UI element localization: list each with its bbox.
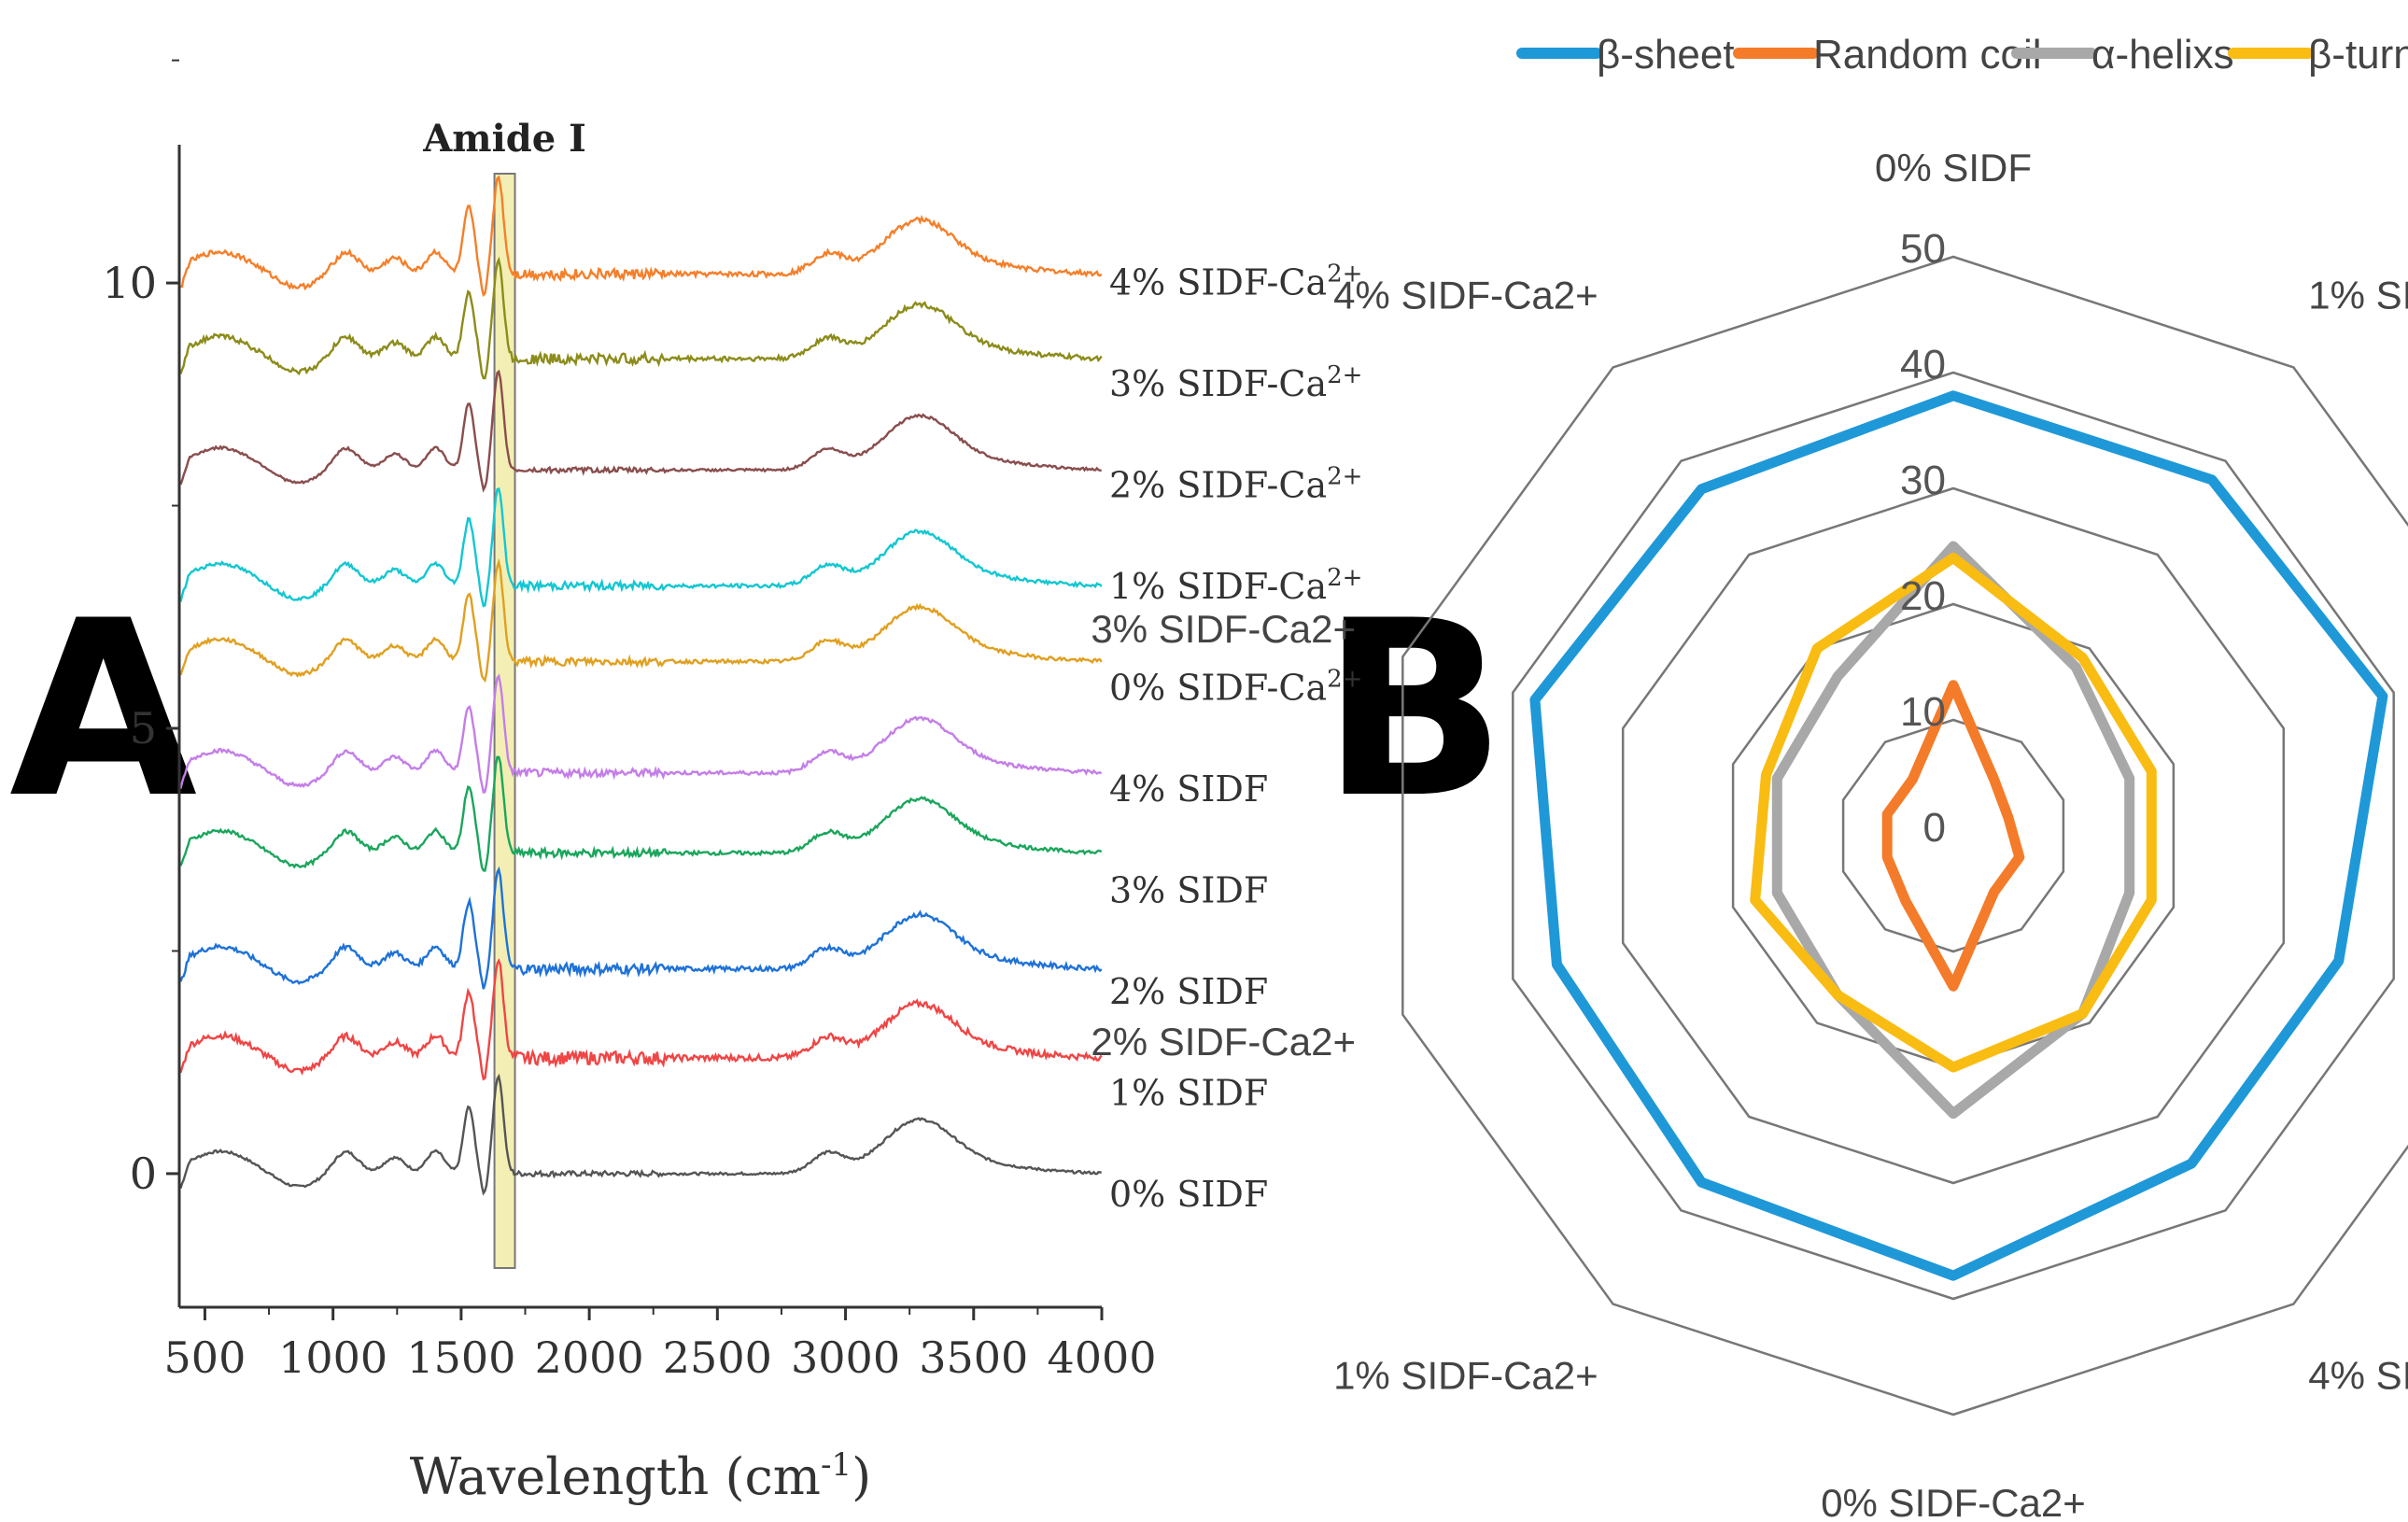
- radar-category-labels: 0% SIDF 1% SIDF 2% SIDF 3% SIDF 4% SIDF 0% SI…: [1091, 146, 2408, 1522]
- radar-category-label: 0% SIDF: [1875, 146, 2032, 190]
- y-tick-label: 5: [130, 703, 157, 754]
- radar-category-label: 0% SIDF-Ca2+: [1821, 1481, 2086, 1522]
- radar-category-label: 4% SIDF-Ca2+: [1333, 274, 1598, 317]
- radar-ring: [1512, 371, 2395, 1301]
- spectra-series-group: [179, 175, 1103, 1196]
- radar-grid: [1401, 255, 2408, 1416]
- radar-category-label: 2% SIDF-Ca2+: [1091, 1020, 1356, 1064]
- radar-tick-label: 40: [1900, 342, 1946, 388]
- x-tick-label: 500: [164, 1332, 246, 1383]
- series-label: 3% SIDF: [1109, 870, 1268, 911]
- spectrum-line: [179, 256, 1103, 380]
- series-label: 1% SIDF-Ca2+: [1109, 564, 1362, 607]
- radar-category-label: 4% SIDF: [2308, 1353, 2408, 1397]
- radar-ring: [1731, 602, 2176, 1069]
- radar-series-group: [1529, 390, 2388, 1281]
- radar-ring: [1621, 486, 2286, 1185]
- spectrum-line: [179, 673, 1103, 794]
- spectrum-line: [179, 755, 1103, 872]
- panel-b-letter: B: [1321, 570, 1506, 852]
- radar-tick-labels: 0 10 20 30 40 50: [1900, 226, 1946, 851]
- radar-category-label: 1% SIDF: [2308, 274, 2408, 317]
- spectrum-line: [179, 1073, 1102, 1196]
- radar-ring: [1401, 255, 2408, 1416]
- x-tick-label: 2500: [663, 1332, 772, 1383]
- radar-tick-label: 20: [1900, 573, 1946, 619]
- series-label: 1% SIDF: [1109, 1073, 1268, 1114]
- radar-series-line: [1750, 552, 2157, 1073]
- y-tick-label: 10: [102, 258, 157, 308]
- radar-category-label: 3% SIDF-Ca2+: [1091, 607, 1356, 651]
- radar-tick-label: 30: [1900, 458, 1946, 503]
- x-axis-title: Wavelength (cm-1): [410, 1446, 871, 1506]
- x-tick-label: 4000: [1047, 1332, 1156, 1383]
- radar-series-line: [1529, 390, 2388, 1281]
- x-tick-label: 2000: [535, 1332, 644, 1383]
- legend-label: β-turn: [2308, 32, 2408, 78]
- legend-label: α-helixs: [2091, 32, 2234, 78]
- spectrum-line: [179, 369, 1103, 493]
- x-tick-label: 1500: [406, 1332, 515, 1383]
- series-label: 4% SIDF-Ca2+: [1109, 261, 1362, 303]
- series-label: 3% SIDF-Ca2+: [1109, 361, 1362, 404]
- axes: 500 1000 1500 2000 2500 3000 3500 4000 0 5 10: [102, 59, 1157, 1383]
- legend-label: β-sheet: [1597, 32, 1735, 78]
- series-label: 2% SIDF: [1109, 971, 1268, 1012]
- radar-ring: [1841, 718, 2065, 953]
- amide-band-label: Amide I: [422, 117, 586, 161]
- ftir-spectra-chart: Amide I 500 1000 1500 2000 2500 3000 3500 4000 0…: [102, 59, 1362, 1506]
- series-label: 0% SIDF: [1109, 1174, 1268, 1215]
- radar-series-line: [1881, 680, 2025, 992]
- radar-category-label: 1% SIDF-Ca2+: [1333, 1353, 1598, 1397]
- series-label: 2% SIDF-Ca2+: [1109, 463, 1362, 506]
- x-tick-label: 3500: [919, 1332, 1028, 1383]
- spectrum-line: [179, 866, 1103, 990]
- series-label: 0% SIDF-Ca2+: [1109, 666, 1362, 709]
- series-label: 4% SIDF: [1109, 768, 1268, 810]
- radar-series-line: [1771, 541, 2135, 1120]
- spectrum-line: [179, 486, 1103, 608]
- radar-tick-label: 10: [1900, 689, 1946, 735]
- radar-tick-label: 0: [1923, 805, 1946, 851]
- secondary-structure-radar: β-sheet Random coil α-helixs β-turn 0 10 20 30…: [1091, 32, 2408, 1522]
- spectrum-line: [179, 958, 1103, 1081]
- spectrum-line: [179, 557, 1103, 683]
- legend: β-sheet Random coil α-helixs β-turn: [1516, 32, 2408, 78]
- y-tick-label: 0: [130, 1149, 157, 1199]
- spectrum-line: [180, 175, 1103, 298]
- panel-a-letter: A: [9, 570, 199, 852]
- series-labels: 0% SIDF 1% SIDF 2% SIDF 3% SIDF 4% SIDF 0% SI…: [1109, 261, 1362, 1216]
- x-tick-label: 1000: [278, 1332, 387, 1383]
- radar-tick-label: 50: [1900, 226, 1946, 272]
- x-tick-label: 3000: [791, 1332, 900, 1383]
- legend-label: Random coil: [1813, 32, 2042, 78]
